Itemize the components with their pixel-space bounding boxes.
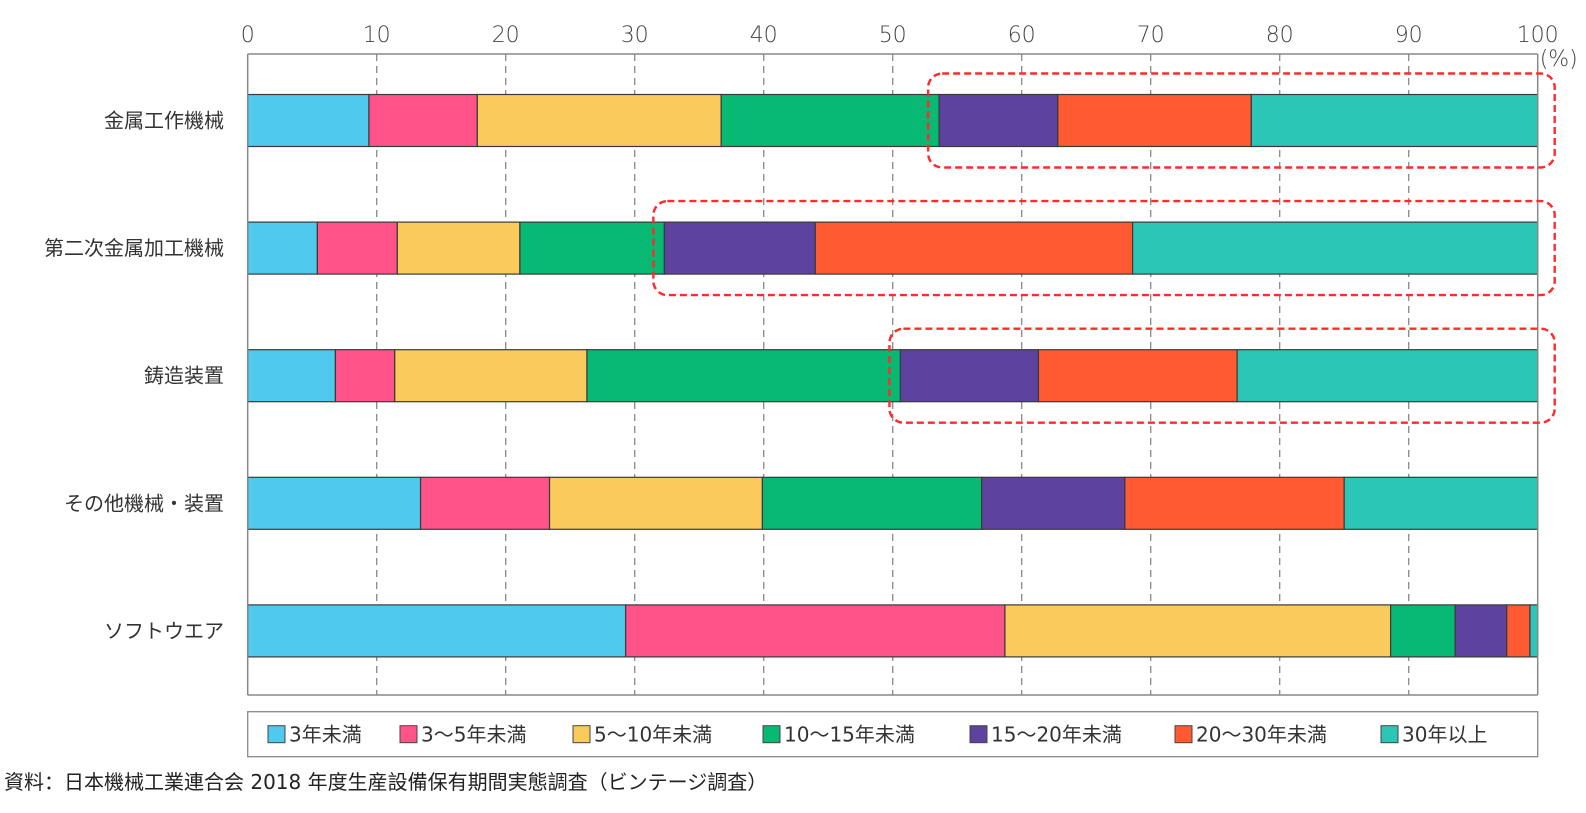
bar-segment (396, 221, 521, 275)
legend-label: 3〜5年未満 (421, 723, 526, 747)
bar-segment (625, 604, 1006, 658)
bar-segment (1004, 604, 1392, 658)
category-label: 鋳造装置 (144, 364, 224, 388)
legend-swatch (267, 725, 286, 744)
bar-segment (1529, 604, 1539, 658)
legend: 3年未満 3〜5年未満 5〜10年未満 10〜15年未満 15〜20年未満 20〜30年未… (247, 711, 1539, 758)
bar-segment (938, 93, 1059, 148)
legend-label: 30年以上 (1402, 723, 1487, 747)
highlights (652, 72, 1556, 424)
legend-box (247, 711, 1539, 758)
bar-segment (1037, 349, 1238, 403)
x-tick-label: 60 (1008, 23, 1036, 48)
bar-segment (586, 349, 902, 403)
category-label: 金属工作機械 (104, 109, 224, 133)
unit-label: (%) (1540, 47, 1578, 72)
source-note: 資料：日本機械工業連合会 2018 年度生産設備保有期間実態調査（ビンテージ調査… (4, 770, 768, 794)
legend-label: 10〜15年未満 (784, 723, 915, 747)
x-tick-label: 70 (1137, 23, 1165, 48)
x-tick-label: 40 (750, 23, 778, 48)
bar-segment (1236, 349, 1539, 403)
bar-segment (247, 604, 627, 658)
legend-swatch (969, 725, 988, 744)
bar-segment (1454, 604, 1508, 658)
legend-label: 20〜30年未満 (1196, 723, 1327, 747)
bar-segment (1132, 221, 1539, 275)
bar-segment (814, 221, 1134, 275)
bar-segment (1057, 93, 1252, 148)
bar-segment (316, 221, 398, 275)
bar-segment (394, 349, 588, 403)
bar-segment (247, 93, 370, 148)
x-tick-label: 20 (492, 23, 520, 48)
x-tick-label: 80 (1266, 23, 1294, 48)
x-tick-label: 50 (879, 23, 907, 48)
highlight-box (652, 199, 1556, 297)
bar-segment (247, 476, 422, 530)
plot-frame (246, 53, 1539, 696)
grid (376, 54, 1410, 695)
legend-label: 3年未満 (289, 723, 362, 747)
x-tick-label: 90 (1395, 23, 1423, 48)
x-tick-label: 0 (241, 23, 255, 48)
bar-segment (368, 93, 478, 148)
category-label: その他機械・装置 (64, 491, 224, 515)
highlight-box (926, 72, 1556, 169)
category-label: ソフトウエア (104, 619, 224, 643)
bar-segment (1124, 476, 1345, 530)
x-axis-ticks: 0 10 20 30 40 50 60 70 80 90 100(%) (241, 23, 1578, 72)
bar-segment (1506, 604, 1531, 658)
bar-segment (476, 93, 722, 148)
bar-segment (247, 221, 318, 275)
x-tick-label: 10 (363, 23, 391, 48)
bar-segment (720, 93, 940, 148)
bar-segment (1343, 476, 1539, 530)
x-tick-label: 30 (621, 23, 649, 48)
bar-segment (548, 476, 764, 530)
category-label: 第二次金属加工機械 (44, 236, 224, 260)
x-tick-label: 100 (1517, 23, 1559, 48)
bar-segment (761, 476, 983, 530)
bar-segment (247, 349, 337, 403)
legend-swatch (399, 725, 418, 744)
legend-swatch (572, 725, 591, 744)
legend-label: 15〜20年未満 (991, 723, 1122, 747)
bars (247, 93, 1539, 658)
bar-segment (1390, 604, 1456, 658)
bar-segment (1250, 93, 1539, 148)
bar-segment (419, 476, 551, 530)
legend-swatch (1174, 725, 1193, 744)
bar-segment (899, 349, 1040, 403)
bar-segment (519, 221, 665, 275)
legend-label: 5〜10年未満 (594, 723, 712, 747)
legend-swatch (1380, 725, 1399, 744)
bar-segment (663, 221, 816, 275)
bar-segment (981, 476, 1126, 530)
bar-segment (334, 349, 396, 403)
legend-swatch (762, 725, 781, 744)
